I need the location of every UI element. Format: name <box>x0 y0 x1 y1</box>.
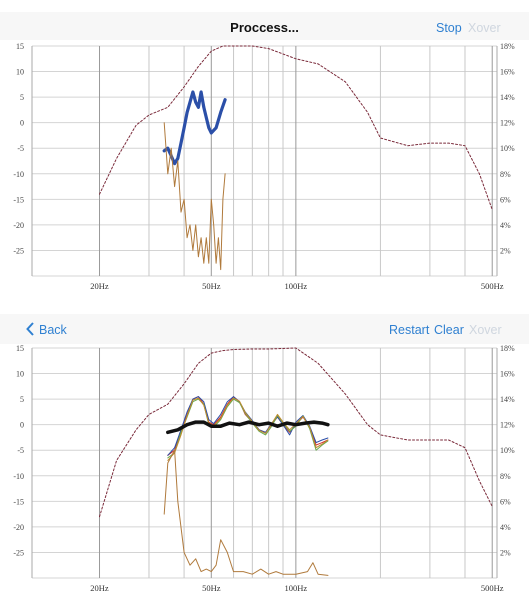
y-tick-label: 5 <box>20 395 24 404</box>
y-tick-label: -20 <box>13 221 24 230</box>
x-tick-label: 50Hz <box>202 583 221 593</box>
y-tick-label: 5 <box>20 93 24 102</box>
series-measurement-line <box>167 398 329 459</box>
y-tick-label: 0 <box>20 421 24 430</box>
y-tick-label: -10 <box>13 472 24 481</box>
x-tick-label: 20Hz <box>90 281 109 291</box>
page-title: Proccess... <box>230 20 299 35</box>
y2-tick-label: 4% <box>500 221 511 230</box>
y2-tick-label: 18% <box>500 42 515 51</box>
y-tick-label: -20 <box>13 523 24 532</box>
back-button[interactable]: Back <box>26 322 67 337</box>
x-tick-label: 100Hz <box>285 281 308 291</box>
y-tick-label: 0 <box>20 119 24 128</box>
bottom-toolbar: Back Restart Clear Xover <box>0 314 529 344</box>
y-tick-label: -15 <box>13 497 24 506</box>
y2-tick-label: 16% <box>500 370 515 379</box>
x-tick-label: 500Hz <box>481 583 504 593</box>
y2-tick-label: 2% <box>500 548 511 557</box>
chart-svg-bottom: 15 10 5 0 -5 -10 -15 -20 -25 18% 16% 14% 12% 10% 8% 6% 4… <box>13 344 515 593</box>
series-distortion-line <box>163 122 226 271</box>
x-tick-label: 100Hz <box>285 583 308 593</box>
y-tick-label: -15 <box>13 195 24 204</box>
y2-tick-label: 14% <box>500 93 515 102</box>
y2-tick-label: 18% <box>500 344 515 353</box>
series-target-line <box>99 45 493 211</box>
stop-button[interactable]: Stop <box>436 21 462 35</box>
response-chart-top: 15 10 5 0 -5 -10 -15 -20 -25 18% 16% 14% 12% 10% 8% 6% 4… <box>0 42 529 296</box>
xover-button-bottom[interactable]: Xover <box>469 323 502 337</box>
restart-button[interactable]: Restart <box>389 323 430 337</box>
y2-tick-label: 14% <box>500 395 515 404</box>
y2-tick-label: 10% <box>500 144 515 153</box>
y-tick-label: -5 <box>17 144 24 153</box>
series-measurement-line <box>167 397 329 461</box>
y2-tick-label: 6% <box>500 497 511 506</box>
response-chart-bottom: 15 10 5 0 -5 -10 -15 -20 -25 18% 16% 14% 12% 10% 8% 6% 4… <box>0 344 529 598</box>
series-measurement-line <box>162 90 227 166</box>
y-tick-label: 10 <box>16 68 24 77</box>
x-tick-label: 50Hz <box>202 281 221 291</box>
y-tick-label: -10 <box>13 170 24 179</box>
y-tick-label: -25 <box>13 548 24 557</box>
chevron-left-icon <box>26 322 34 336</box>
clear-button[interactable]: Clear <box>434 323 464 337</box>
xover-button[interactable]: Xover <box>468 21 501 35</box>
y2-tick-label: 2% <box>500 246 511 255</box>
y-tick-label: -5 <box>17 446 24 455</box>
y2-tick-label: 8% <box>500 472 511 481</box>
chart-svg-top: 15 10 5 0 -5 -10 -15 -20 -25 18% 16% 14% 12% 10% 8% 6% 4… <box>13 42 515 291</box>
series-target-line <box>99 347 493 518</box>
y2-tick-label: 12% <box>500 421 515 430</box>
y2-tick-label: 8% <box>500 170 511 179</box>
top-toolbar: Proccess... Stop Xover <box>0 12 529 40</box>
x-tick-label: 500Hz <box>481 281 504 291</box>
y-tick-label: 15 <box>16 344 24 353</box>
back-label: Back <box>39 323 67 337</box>
series-distortion-line <box>163 449 329 576</box>
y2-tick-label: 16% <box>500 68 515 77</box>
x-tick-label: 20Hz <box>90 583 109 593</box>
y2-tick-label: 4% <box>500 523 511 532</box>
y-tick-label: 15 <box>16 42 24 51</box>
y2-tick-label: 10% <box>500 446 515 455</box>
y2-tick-label: 12% <box>500 119 515 128</box>
y-tick-label: -25 <box>13 246 24 255</box>
series-average-line <box>166 420 330 435</box>
y2-tick-label: 6% <box>500 195 511 204</box>
y-tick-label: 10 <box>16 370 24 379</box>
